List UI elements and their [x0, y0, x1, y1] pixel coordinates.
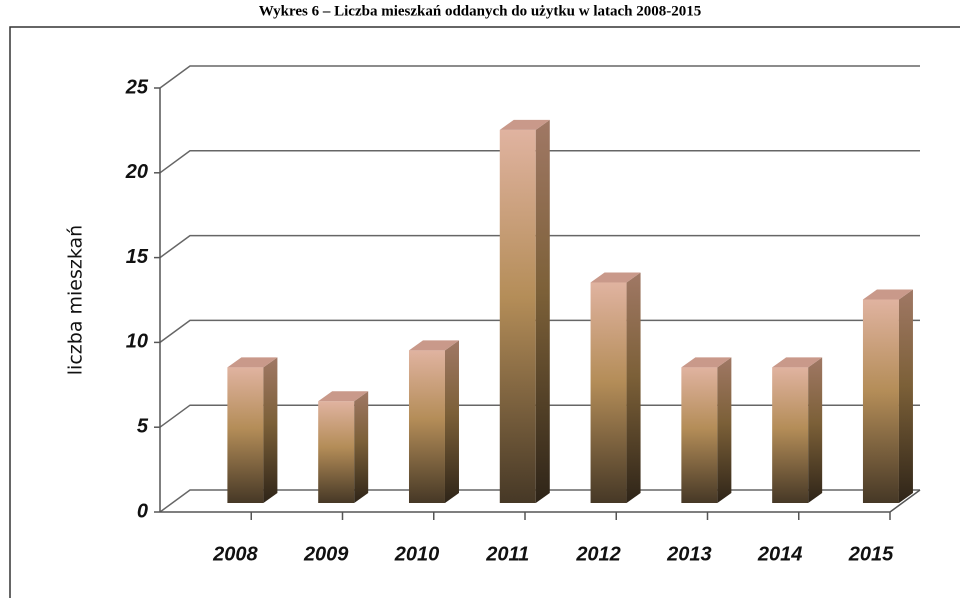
grid-line: [159, 234, 920, 259]
y-tick-label: 0: [137, 500, 148, 522]
x-tick-label: 2009: [303, 543, 349, 565]
bar: [862, 289, 913, 503]
grid-line: [159, 150, 920, 174]
x-tick-label: 2015: [848, 543, 894, 565]
grid-line: [159, 319, 920, 344]
bar: [227, 357, 278, 503]
grid-line: [159, 65, 920, 89]
bar: [681, 357, 732, 503]
x-tick-label: 2012: [575, 543, 621, 565]
x-tick-label: 2008: [212, 543, 258, 565]
grid-line: [159, 489, 920, 513]
x-tick-label: 2011: [485, 543, 529, 565]
y-tick-label: 15: [126, 246, 149, 268]
bar: [408, 340, 459, 503]
frame: [9, 26, 960, 598]
y-tick-label: 25: [125, 76, 149, 98]
y-tick-label: 20: [125, 161, 148, 183]
bar: [318, 391, 369, 503]
bar: [499, 119, 550, 503]
bar: [590, 272, 641, 503]
x-tick-label: 2014: [757, 543, 803, 565]
y-axis-label: liczba mieszkań: [65, 225, 87, 375]
bar: [772, 357, 823, 503]
grid-line: [159, 404, 920, 428]
y-tick-label: 10: [126, 331, 148, 353]
chart-title: Wykres 6 – Liczba mieszkań oddanych do u…: [259, 3, 702, 19]
y-tick-label: 5: [137, 415, 149, 437]
x-tick-label: 2013: [666, 543, 712, 565]
x-tick-label: 2010: [394, 543, 440, 565]
